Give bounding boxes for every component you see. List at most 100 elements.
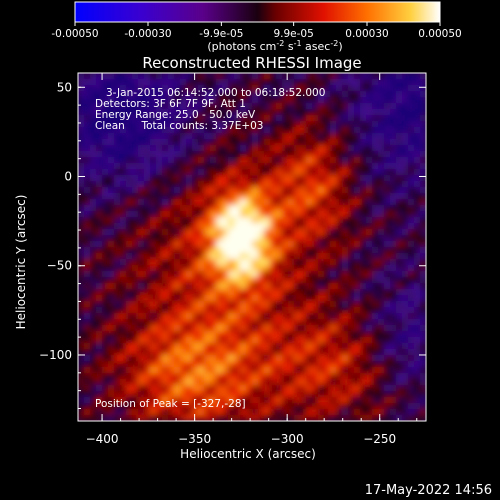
heatmap-pixel bbox=[402, 91, 408, 97]
heatmap-pixel bbox=[186, 85, 192, 91]
heatmap-pixel bbox=[204, 307, 210, 313]
heatmap-pixel bbox=[246, 217, 252, 223]
heatmap-pixel bbox=[246, 145, 252, 151]
heatmap-pixel bbox=[132, 115, 138, 121]
heatmap-pixel bbox=[288, 289, 294, 295]
heatmap-pixel bbox=[378, 415, 384, 421]
heatmap-pixel bbox=[96, 301, 102, 307]
heatmap-pixel bbox=[222, 175, 228, 181]
heatmap-pixel bbox=[258, 127, 264, 133]
heatmap-pixel bbox=[312, 253, 318, 259]
heatmap-pixel bbox=[342, 169, 348, 175]
heatmap-pixel bbox=[222, 349, 228, 355]
heatmap-pixel bbox=[108, 361, 114, 367]
heatmap-pixel bbox=[408, 133, 414, 139]
heatmap-pixel bbox=[390, 193, 396, 199]
heatmap-pixel bbox=[300, 385, 306, 391]
heatmap-pixel bbox=[144, 121, 150, 127]
heatmap-pixel bbox=[282, 223, 288, 229]
heatmap-pixel bbox=[252, 151, 258, 157]
heatmap-pixel bbox=[408, 235, 414, 241]
heatmap-pixel bbox=[246, 103, 252, 109]
heatmap-pixel bbox=[84, 319, 90, 325]
heatmap-pixel bbox=[276, 373, 282, 379]
heatmap-pixel bbox=[288, 223, 294, 229]
heatmap-pixel bbox=[318, 133, 324, 139]
heatmap-pixel bbox=[228, 307, 234, 313]
heatmap-pixel bbox=[396, 403, 402, 409]
heatmap-pixel bbox=[354, 253, 360, 259]
heatmap-pixel bbox=[228, 301, 234, 307]
heatmap-pixel bbox=[288, 271, 294, 277]
heatmap-pixel bbox=[174, 415, 180, 421]
heatmap-pixel bbox=[138, 85, 144, 91]
heatmap-pixel bbox=[270, 319, 276, 325]
heatmap-pixel bbox=[90, 139, 96, 145]
heatmap-pixel bbox=[342, 97, 348, 103]
heatmap-pixel bbox=[174, 229, 180, 235]
heatmap-pixel bbox=[384, 301, 390, 307]
heatmap-pixel bbox=[180, 97, 186, 103]
heatmap-pixel bbox=[150, 367, 156, 373]
heatmap-pixel bbox=[150, 163, 156, 169]
heatmap-pixel bbox=[120, 361, 126, 367]
heatmap-pixel bbox=[210, 367, 216, 373]
heatmap-pixel bbox=[312, 277, 318, 283]
heatmap-pixel bbox=[108, 337, 114, 343]
heatmap-pixel bbox=[228, 259, 234, 265]
heatmap-pixel bbox=[144, 139, 150, 145]
heatmap-pixel bbox=[288, 325, 294, 331]
heatmap-pixel bbox=[192, 205, 198, 211]
heatmap-pixel bbox=[402, 271, 408, 277]
heatmap-pixel bbox=[126, 277, 132, 283]
heatmap-pixel bbox=[420, 211, 426, 217]
heatmap-pixel bbox=[90, 271, 96, 277]
heatmap-pixel bbox=[252, 73, 258, 79]
heatmap-pixel bbox=[408, 319, 414, 325]
heatmap-pixel bbox=[402, 391, 408, 397]
heatmap-pixel bbox=[168, 115, 174, 121]
heatmap-pixel bbox=[306, 115, 312, 121]
heatmap-pixel bbox=[264, 313, 270, 319]
heatmap-pixel bbox=[156, 217, 162, 223]
heatmap-pixel bbox=[138, 319, 144, 325]
heatmap-pixel bbox=[318, 391, 324, 397]
heatmap-pixel bbox=[258, 331, 264, 337]
heatmap-pixel bbox=[204, 301, 210, 307]
heatmap-pixel bbox=[192, 325, 198, 331]
heatmap-pixel bbox=[240, 265, 246, 271]
heatmap-pixel bbox=[384, 253, 390, 259]
heatmap-pixel bbox=[252, 133, 258, 139]
heatmap-pixel bbox=[234, 187, 240, 193]
heatmap-pixel bbox=[210, 277, 216, 283]
heatmap-pixel bbox=[138, 241, 144, 247]
heatmap-pixel bbox=[192, 307, 198, 313]
heatmap-pixel bbox=[90, 373, 96, 379]
heatmap-pixel bbox=[108, 109, 114, 115]
heatmap-pixel bbox=[414, 229, 420, 235]
heatmap-pixel bbox=[114, 211, 120, 217]
heatmap-pixel bbox=[318, 277, 324, 283]
heatmap-pixel bbox=[294, 175, 300, 181]
heatmap-pixel bbox=[144, 127, 150, 133]
heatmap-pixel bbox=[270, 115, 276, 121]
heatmap-pixel bbox=[240, 205, 246, 211]
heatmap-pixel bbox=[354, 361, 360, 367]
heatmap-pixel bbox=[372, 295, 378, 301]
heatmap-pixel bbox=[342, 319, 348, 325]
heatmap-pixel bbox=[132, 157, 138, 163]
heatmap-pixel bbox=[144, 301, 150, 307]
heatmap-pixel bbox=[300, 313, 306, 319]
heatmap-pixel bbox=[168, 151, 174, 157]
peak-label: Position of Peak = [-327,-28] bbox=[95, 398, 246, 410]
heatmap-pixel bbox=[84, 193, 90, 199]
heatmap-pixel bbox=[132, 223, 138, 229]
heatmap-pixel bbox=[288, 85, 294, 91]
heatmap-pixel bbox=[180, 163, 186, 169]
heatmap-pixel bbox=[222, 211, 228, 217]
heatmap-pixel bbox=[120, 355, 126, 361]
heatmap-pixel bbox=[252, 85, 258, 91]
heatmap-pixel bbox=[108, 211, 114, 217]
heatmap-pixel bbox=[384, 367, 390, 373]
heatmap-pixel bbox=[144, 187, 150, 193]
